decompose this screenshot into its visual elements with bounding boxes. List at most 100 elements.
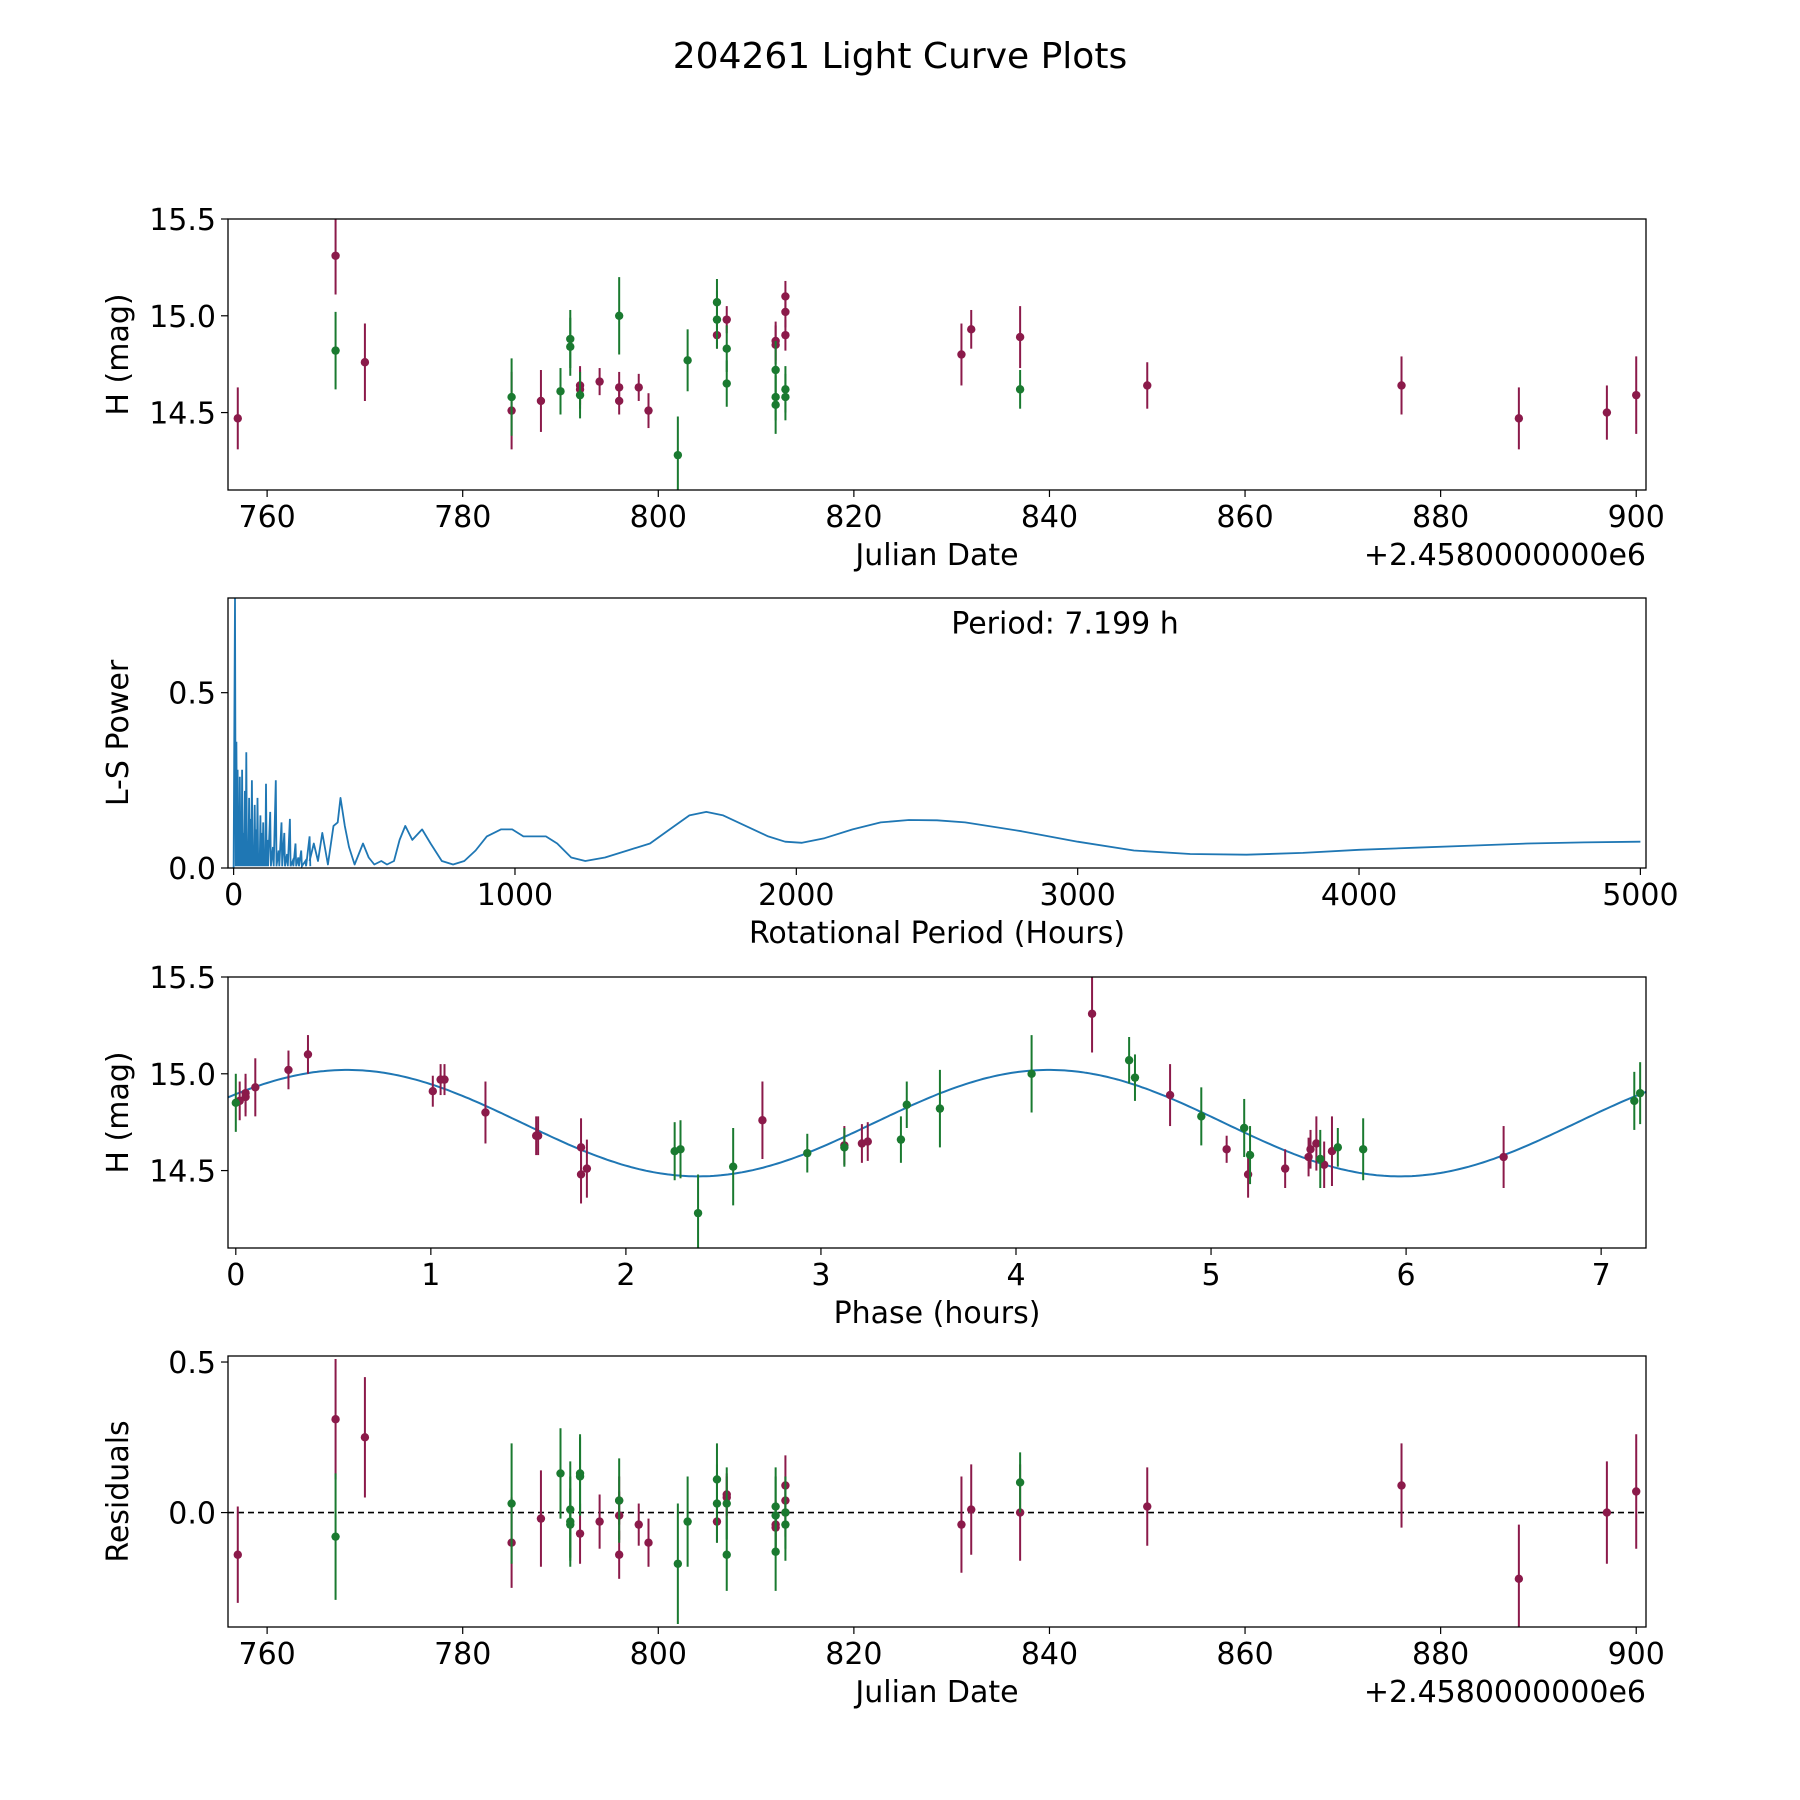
x-tick-label: 840 (1021, 1637, 1078, 1672)
data-point (967, 1505, 976, 1514)
data-point (673, 450, 683, 460)
data-point (536, 396, 546, 406)
period-annotation: Period: 7.199 h (951, 607, 1179, 642)
x-tick-label: 820 (825, 1637, 882, 1672)
data-point (536, 1514, 546, 1523)
data-point (781, 292, 790, 301)
data-point (634, 383, 643, 392)
data-point (957, 350, 966, 359)
data-point (712, 1499, 722, 1508)
x-tick-label: 840 (1021, 500, 1078, 535)
data-point (360, 358, 370, 367)
data-point (1306, 1145, 1315, 1154)
data-point (507, 392, 516, 402)
x-tick-label: 900 (1608, 1637, 1665, 1672)
x-tick-label: 5 (1201, 1258, 1220, 1293)
data-point (533, 1131, 543, 1140)
data-point (1514, 1574, 1524, 1584)
data-point (683, 356, 692, 365)
model-fit-curve (228, 1068, 1646, 1178)
y-tick-label: 0.5 (168, 1346, 216, 1381)
data-point (556, 387, 565, 396)
data-point (1397, 381, 1406, 390)
data-point (614, 311, 624, 320)
x-offset-text: +2.4580000000e6 (1364, 538, 1646, 573)
data-point (1130, 1073, 1140, 1082)
data-point (1015, 1508, 1025, 1517)
data-point (1143, 381, 1152, 390)
y-tick-label: 14.5 (149, 397, 216, 432)
x-axis-label: Rotational Period (Hours) (749, 916, 1125, 951)
data-point (481, 1108, 490, 1117)
data-point (1087, 1009, 1097, 1018)
x-tick-label: 880 (1412, 500, 1469, 535)
data-point (758, 1116, 767, 1125)
x-tick-label: 780 (434, 1637, 491, 1672)
data-point (1015, 332, 1025, 342)
data-point (1165, 1090, 1175, 1100)
x-tick-label: 900 (1608, 500, 1665, 535)
data-point (241, 1088, 250, 1098)
data-point (507, 1499, 516, 1508)
x-tick-label: 2000 (758, 878, 834, 913)
series-filter_a (235, 977, 1508, 1204)
data-point (576, 1170, 586, 1179)
data-point (1197, 1112, 1206, 1121)
data-point (771, 365, 780, 375)
data-point (331, 1532, 340, 1541)
y-axis-label: H (mag) (101, 1051, 136, 1173)
data-point (722, 1499, 731, 1508)
series-filter_b (231, 1035, 1645, 1248)
data-point (1316, 1154, 1325, 1164)
plot-area-lightcurve (233, 219, 1641, 490)
x-tick-label: 3000 (1039, 878, 1115, 913)
plot-area-phased (228, 977, 1646, 1248)
y-axis-label: L-S Power (101, 659, 136, 806)
x-tick-label: 760 (238, 1637, 295, 1672)
x-tick-label: 1000 (477, 878, 553, 913)
data-point (575, 390, 585, 400)
series-filter_a (233, 219, 1641, 450)
data-point (676, 1145, 685, 1154)
data-point (693, 1208, 703, 1218)
data-point (863, 1137, 872, 1146)
y-tick-label: 0.0 (168, 852, 216, 887)
data-point (644, 406, 653, 415)
x-tick-label: 860 (1216, 1637, 1273, 1672)
y-tick-label: 15.5 (149, 961, 216, 996)
x-tick-label: 880 (1412, 1637, 1469, 1672)
x-tick-label: 860 (1216, 500, 1273, 535)
x-axis-label: Phase (hours) (834, 1296, 1041, 1331)
y-tick-label: 15.0 (149, 300, 216, 335)
plot-area-residuals (228, 1359, 1646, 1627)
data-point (575, 1529, 585, 1538)
data-point (614, 1550, 624, 1559)
x-tick-label: 1 (421, 1258, 440, 1293)
data-point (957, 1520, 966, 1529)
axes-frame (227, 597, 1647, 869)
x-offset-text: +2.4580000000e6 (1364, 1675, 1646, 1710)
x-tick-label: 800 (630, 1637, 687, 1672)
data-point (428, 1087, 438, 1096)
data-point (556, 1469, 565, 1478)
data-point (1632, 390, 1641, 400)
data-point (595, 377, 604, 386)
data-point (1312, 1139, 1321, 1148)
data-point (1499, 1152, 1508, 1162)
data-point (231, 1098, 241, 1108)
data-point (360, 1433, 370, 1442)
data-point (803, 1148, 812, 1158)
data-point (722, 344, 731, 353)
x-tick-label: 4 (1006, 1258, 1025, 1293)
periodogram-curve (308, 797, 1641, 866)
axes-frame (227, 218, 1647, 491)
data-point (1143, 1502, 1152, 1511)
x-tick-label: 760 (238, 500, 295, 535)
series-filter_b (331, 277, 1025, 490)
data-point (1333, 1143, 1343, 1152)
y-tick-label: 15.0 (149, 1058, 216, 1093)
y-tick-label: 14.5 (149, 1155, 216, 1190)
data-point (251, 1083, 260, 1092)
data-point (771, 1547, 780, 1556)
data-point (233, 1550, 242, 1559)
